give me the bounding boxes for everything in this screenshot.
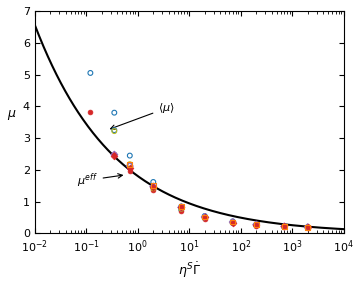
Point [202, 215, 208, 220]
Point [112, 110, 117, 115]
Point [112, 153, 117, 158]
Point [178, 204, 184, 209]
X-axis label: $\eta^S \dot{\Gamma}$: $\eta^S \dot{\Gamma}$ [178, 261, 201, 280]
Point [202, 215, 208, 220]
Point [127, 169, 133, 174]
Point [202, 214, 208, 218]
Point [230, 221, 236, 225]
Point [281, 224, 287, 228]
Point [230, 221, 236, 225]
Point [281, 224, 287, 229]
Point [202, 216, 208, 220]
Point [253, 222, 259, 227]
Point [127, 162, 133, 166]
Point [281, 225, 287, 229]
Point [305, 225, 310, 229]
Point [151, 186, 156, 191]
Point [178, 208, 184, 213]
Point [305, 225, 310, 229]
Point [202, 215, 208, 219]
Point [127, 162, 133, 166]
Point [230, 220, 236, 225]
Point [281, 224, 287, 229]
Point [253, 223, 259, 227]
Point [305, 225, 310, 230]
Point [127, 166, 133, 170]
Point [151, 187, 156, 192]
Point [112, 152, 117, 156]
Point [253, 223, 259, 228]
Point [151, 185, 156, 190]
Point [151, 184, 156, 189]
Point [112, 128, 117, 133]
Point [230, 219, 236, 224]
Point [253, 222, 259, 227]
Point [202, 215, 208, 219]
Point [281, 224, 287, 229]
Point [253, 223, 259, 227]
Point [230, 220, 236, 224]
Point [202, 216, 208, 221]
Point [281, 225, 287, 229]
Point [178, 205, 184, 210]
Point [178, 205, 184, 210]
Point [127, 163, 133, 167]
Point [127, 153, 133, 158]
Point [305, 226, 310, 230]
Text: $\langle\mu\rangle$: $\langle\mu\rangle$ [110, 101, 175, 129]
Point [178, 206, 184, 211]
Point [87, 110, 93, 114]
Point [151, 183, 156, 188]
Point [112, 129, 117, 133]
Point [305, 226, 310, 230]
Point [178, 207, 184, 212]
Point [127, 164, 133, 168]
Text: $\mu^{eff}$: $\mu^{eff}$ [77, 171, 122, 190]
Point [112, 152, 117, 157]
Point [253, 223, 259, 228]
Point [305, 225, 310, 230]
Point [178, 204, 184, 209]
Point [87, 71, 93, 75]
Point [151, 185, 156, 190]
Point [230, 220, 236, 224]
Y-axis label: $\mu$: $\mu$ [7, 108, 17, 122]
Point [253, 222, 259, 227]
Point [305, 225, 310, 229]
Point [281, 224, 287, 229]
Point [151, 180, 156, 184]
Point [230, 220, 236, 225]
